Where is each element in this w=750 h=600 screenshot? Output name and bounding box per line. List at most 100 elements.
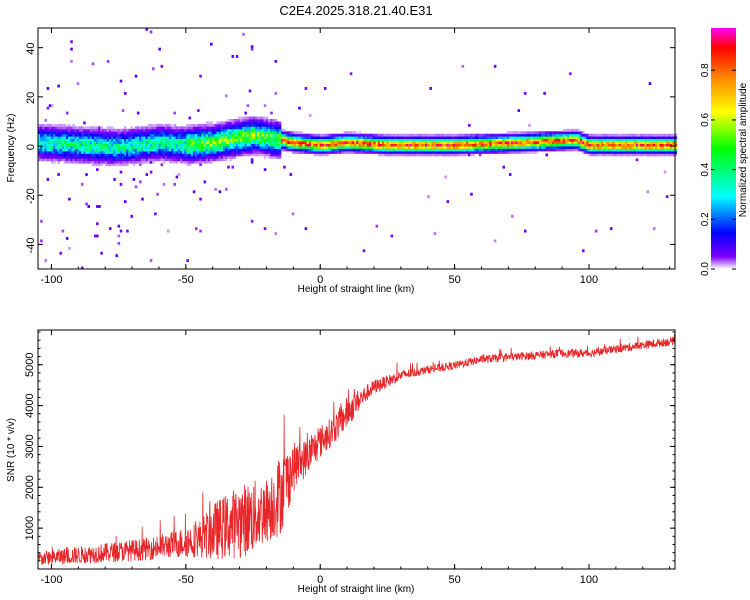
heatmap-cell — [614, 141, 617, 144]
heatmap-cell — [450, 153, 454, 157]
heatmap-cell — [139, 180, 142, 184]
heatmap-cell — [549, 141, 553, 144]
heatmap-cell — [448, 148, 452, 152]
heatmap-cell — [528, 133, 531, 137]
heatmap-cell — [91, 155, 95, 159]
heatmap-cell — [263, 116, 267, 120]
heatmap-cell — [541, 148, 544, 152]
heatmap-cell — [227, 165, 230, 169]
heatmap-cell — [579, 143, 583, 147]
heatmap-cell — [139, 158, 142, 162]
heatmap-cell — [627, 133, 630, 137]
heatmap-cell — [354, 138, 357, 142]
heatmap-cell — [536, 136, 540, 140]
heatmap-cell — [149, 126, 153, 130]
heatmap-cell — [543, 148, 546, 152]
heatmap-cell — [573, 138, 576, 142]
heatmap-cell — [625, 143, 628, 147]
heatmap-cell — [618, 153, 622, 157]
heatmap-cell — [257, 153, 260, 157]
heatmap-cell — [76, 155, 80, 159]
heatmap-cell — [61, 123, 65, 127]
heatmap-cell — [326, 141, 329, 144]
heatmap-cell — [50, 150, 54, 154]
heatmap-cell — [124, 146, 127, 149]
heatmap-cell — [313, 146, 316, 149]
heatmap-cell — [298, 106, 301, 110]
heatmap-cell — [515, 136, 518, 140]
heatmap-cell — [61, 126, 65, 130]
heatmap-cell — [171, 141, 174, 144]
heatmap-cell — [197, 126, 200, 130]
heatmap-cell — [53, 158, 56, 162]
heatmap-cell — [72, 160, 75, 164]
heatmap-cell — [78, 126, 82, 130]
heatmap-cell — [139, 143, 142, 147]
heatmap-cell — [308, 146, 312, 149]
heatmap-cell — [93, 163, 97, 167]
spectrogram-x-tick-label: 50 — [448, 274, 460, 286]
heatmap-cell — [257, 133, 260, 137]
heatmap-cell — [87, 160, 90, 164]
heatmap-cell — [506, 148, 510, 152]
heatmap-cell — [70, 155, 73, 159]
heatmap-cell — [106, 59, 110, 63]
heatmap-cell — [149, 30, 153, 34]
heatmap-cell — [270, 136, 273, 140]
heatmap-cell — [235, 126, 239, 130]
heatmap-cell — [480, 136, 484, 140]
heatmap-cell — [111, 163, 114, 167]
heatmap-cell — [63, 138, 67, 142]
heatmap-cell — [175, 143, 179, 147]
spectrogram-y-tick-label: 40 — [25, 43, 37, 55]
heatmap-cell — [91, 153, 95, 157]
heatmap-cell — [562, 138, 566, 142]
heatmap-cell — [42, 148, 45, 152]
heatmap-cell — [278, 155, 282, 159]
heatmap-cell — [244, 128, 247, 132]
heatmap-cell — [343, 133, 346, 137]
heatmap-cell — [528, 150, 531, 154]
heatmap-cell — [113, 138, 116, 142]
heatmap-cell — [362, 138, 366, 142]
heatmap-cell — [61, 128, 65, 132]
heatmap-cell — [450, 150, 454, 154]
heatmap-cell — [339, 133, 342, 137]
heatmap-cell — [354, 131, 357, 135]
heatmap-cell — [106, 146, 110, 149]
heatmap-cell — [141, 131, 144, 135]
heatmap-cell — [89, 153, 93, 157]
heatmap-cell — [416, 138, 419, 142]
heatmap-cell — [495, 141, 499, 144]
heatmap-cell — [210, 150, 213, 154]
heatmap-cell — [106, 136, 110, 140]
heatmap-cell — [218, 148, 222, 152]
heatmap-cell — [485, 136, 488, 140]
heatmap-cell — [240, 123, 243, 127]
heatmap-cell — [89, 131, 93, 135]
heatmap-cell — [564, 143, 568, 147]
heatmap-cell — [360, 148, 364, 152]
heatmap-cell — [100, 133, 103, 137]
heatmap-cell — [328, 133, 331, 137]
heatmap-cell — [70, 160, 73, 164]
heatmap-cell — [504, 141, 508, 144]
heatmap-cell — [261, 143, 265, 147]
heatmap-cell — [431, 143, 435, 147]
heatmap-cell — [330, 150, 333, 154]
heatmap-cell — [313, 136, 316, 140]
heatmap-cell — [237, 136, 241, 140]
heatmap-cell — [317, 153, 321, 157]
heatmap-cell — [85, 136, 88, 140]
heatmap-cell — [201, 136, 204, 140]
heatmap-cell — [147, 136, 151, 140]
heatmap-cell — [143, 158, 146, 162]
heatmap-cell — [566, 136, 570, 140]
heatmap-cell — [156, 126, 159, 130]
heatmap-cell — [113, 155, 116, 159]
heatmap-cell — [521, 141, 525, 144]
heatmap-cell — [590, 150, 594, 154]
heatmap-cell — [216, 126, 220, 130]
heatmap-cell — [240, 126, 243, 130]
heatmap-cell — [422, 133, 426, 137]
